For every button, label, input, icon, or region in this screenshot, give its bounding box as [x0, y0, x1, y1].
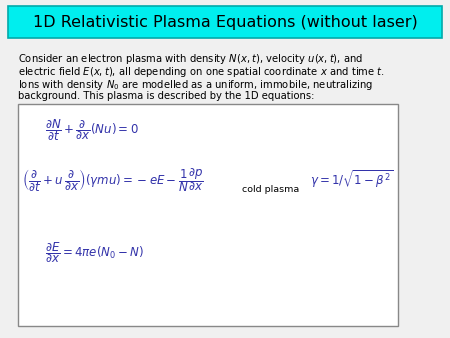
- Text: cold plasma: cold plasma: [242, 186, 299, 194]
- Text: $\left(\dfrac{\partial}{\partial t} + u\,\dfrac{\partial}{\partial x}\right)(\ga: $\left(\dfrac{\partial}{\partial t} + u\…: [22, 166, 204, 194]
- FancyBboxPatch shape: [18, 104, 398, 326]
- Text: $\dfrac{\partial N}{\partial t} + \dfrac{\partial}{\partial x}(Nu) = 0$: $\dfrac{\partial N}{\partial t} + \dfrac…: [45, 117, 139, 143]
- FancyBboxPatch shape: [8, 6, 442, 38]
- Text: Consider an electron plasma with density $\mathit{N(x,t)}$, velocity $\mathit{u(: Consider an electron plasma with density…: [18, 52, 363, 66]
- Text: 1D Relativistic Plasma Equations (without laser): 1D Relativistic Plasma Equations (withou…: [32, 15, 418, 29]
- Text: $\gamma = 1/\sqrt{1-\beta^2}$: $\gamma = 1/\sqrt{1-\beta^2}$: [310, 169, 393, 191]
- Text: background. This plasma is described by the 1D equations:: background. This plasma is described by …: [18, 91, 315, 101]
- Text: electric field $\mathit{E(x,t)}$, all depending on one spatial coordinate $\math: electric field $\mathit{E(x,t)}$, all de…: [18, 65, 385, 79]
- Text: $\dfrac{\partial E}{\partial x} = 4\pi e(N_0 - N)$: $\dfrac{\partial E}{\partial x} = 4\pi e…: [45, 241, 144, 265]
- Text: Ions with density $N_0$ are modelled as a uniform, immobile, neutralizing: Ions with density $N_0$ are modelled as …: [18, 78, 373, 92]
